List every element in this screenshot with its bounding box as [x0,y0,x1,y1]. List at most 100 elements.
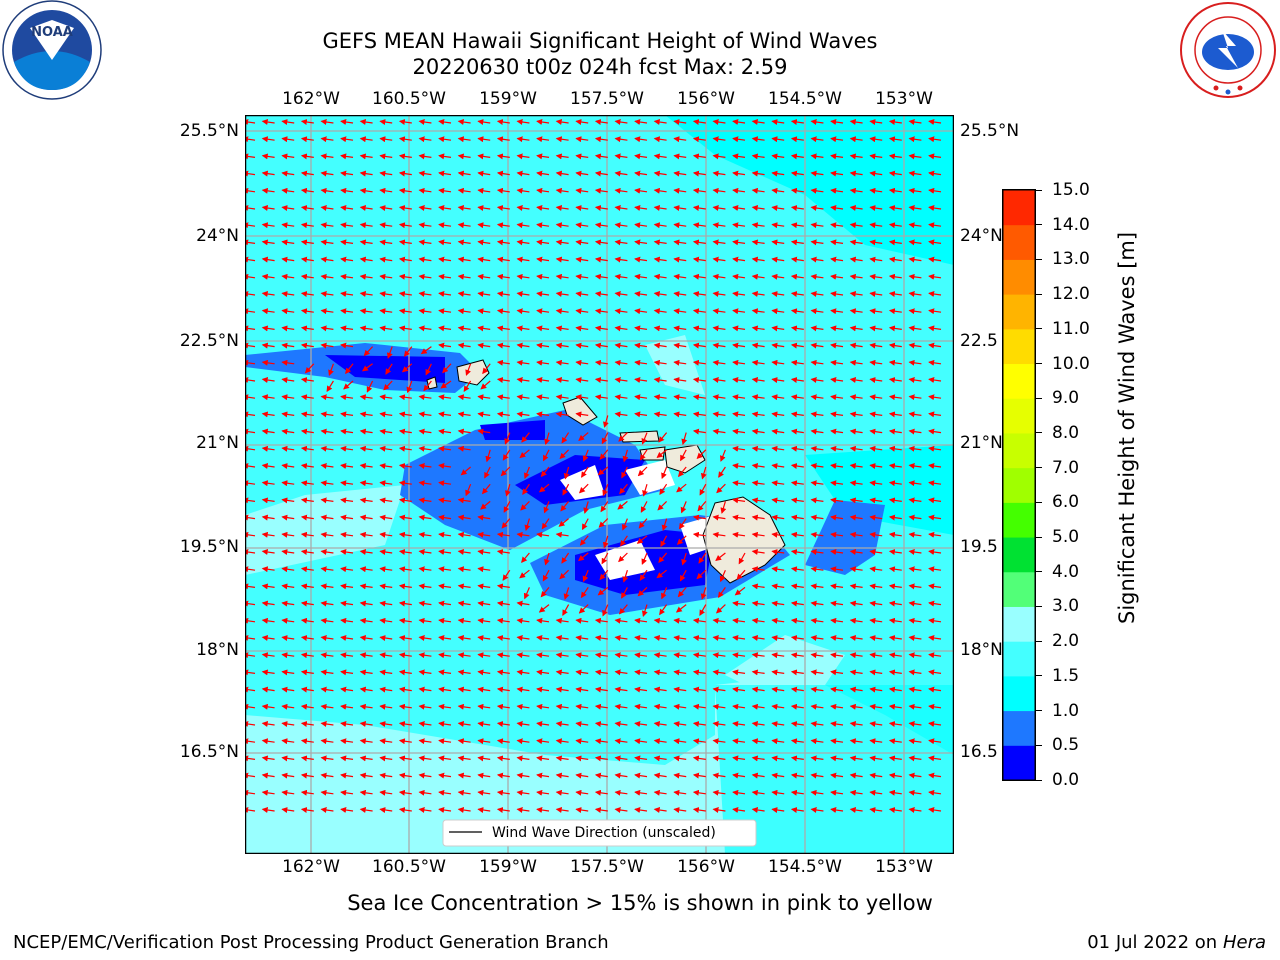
wind-arrow [320,325,334,332]
wind-arrow [888,273,902,280]
wind-arrow [771,325,785,332]
wind-arrow [418,428,432,435]
wind-arrow [869,256,883,263]
wind-arrow [398,394,412,401]
wind-arrow [908,463,922,469]
wind-arrow [504,432,511,445]
wind-arrow [536,170,550,177]
wind-arrow [712,153,726,160]
wind-arrow [457,239,471,246]
wind-arrow [340,273,354,280]
wind-arrow [555,119,569,125]
wind-arrow [457,273,471,280]
wind-arrow [575,222,589,229]
wind-arrow [320,256,334,263]
wind-arrow [771,170,785,177]
wind-arrow [810,291,824,297]
wind-arrow [712,411,726,418]
wind-arrow [908,480,922,487]
colorbar-tick-mark [1036,328,1042,330]
wind-arrow [536,136,550,143]
wind-arrow [340,119,354,125]
wind-arrow [771,497,785,504]
wind-arrow [888,170,902,177]
wind-arrow [810,119,824,125]
colorbar-tick-label: 2.0 [1052,631,1080,652]
wind-arrow [732,119,746,125]
wind-arrow [637,466,648,477]
wind-arrow [555,136,569,143]
wind-arrow [477,136,491,143]
wind-arrow [751,291,765,297]
wind-arrow [300,342,314,349]
wind-arrow [320,445,334,452]
chart-title-line1: GEFS MEAN Hawaii Significant Height of W… [322,29,878,53]
wind-arrow [594,273,608,280]
field-0to0.5-kauai [325,355,445,383]
wind-arrow [516,394,530,401]
wind-arrow [751,359,765,366]
wind-arrow [423,380,432,392]
lat-tick-right-2: 24°N [960,226,1003,246]
wind-arrow [634,136,648,143]
wind-arrow [320,136,334,143]
wind-arrow [869,325,883,332]
wind-arrow [634,411,648,418]
wind-arrow [830,463,844,469]
colorbar-tick-label: 1.5 [1052,665,1080,686]
wind-arrow [477,222,491,229]
wind-arrow [480,380,491,390]
wind-arrow [477,119,491,125]
wind-arrow [849,359,863,366]
wind-arrow [438,239,452,246]
wind-arrow [869,377,883,383]
wind-arrow [653,342,667,349]
wind-arrow [617,500,628,510]
wind-arrow [359,119,373,125]
wind-arrow [500,466,511,477]
wind-arrow [614,205,628,211]
wind-arrow [601,432,609,445]
wind-arrow [790,239,804,246]
wind-arrow [457,394,471,401]
wind-arrow [398,291,412,297]
wind-arrow [418,256,432,263]
wind-arrow [614,239,628,246]
wind-arrow [869,273,883,280]
wind-arrow [830,205,844,211]
wind-arrow [614,411,628,418]
wind-arrow [653,170,667,177]
wind-arrow [928,325,942,332]
wind-arrow [614,342,628,349]
wind-arrow [575,308,589,315]
wind-arrow [771,428,785,435]
wind-arrow [928,308,942,315]
wind-arrow [379,445,393,452]
chart-title-line2: 20220630 t00z 024h fcst Max: 2.59 [412,55,788,79]
wind-arrow [771,205,785,211]
wind-arrow [908,411,922,418]
wind-arrow [810,187,824,194]
wind-arrow [340,342,354,349]
wind-arrow [653,394,667,401]
wind-arrow [849,411,863,418]
wind-arrow [830,119,844,125]
colorbar-segment-15 [1003,224,1035,260]
wind-arrow [359,463,373,469]
map-legend-label: Wind Wave Direction (unscaled) [492,825,716,841]
wind-arrow [261,291,275,297]
wind-arrow [359,256,373,263]
wind-arrow [849,377,863,383]
wind-arrow [849,222,863,229]
wind-arrow [320,119,334,125]
wind-arrow [908,119,922,125]
wind-arrow [771,256,785,263]
wind-arrow [583,501,590,514]
wind-arrow [281,119,295,125]
wind-arrow [359,480,373,487]
wind-arrow [457,514,471,521]
lon-tick-top-1: 162°W [282,89,340,109]
wind-arrow [673,377,687,383]
wind-arrow [261,239,275,246]
wind-arrow [261,273,275,280]
